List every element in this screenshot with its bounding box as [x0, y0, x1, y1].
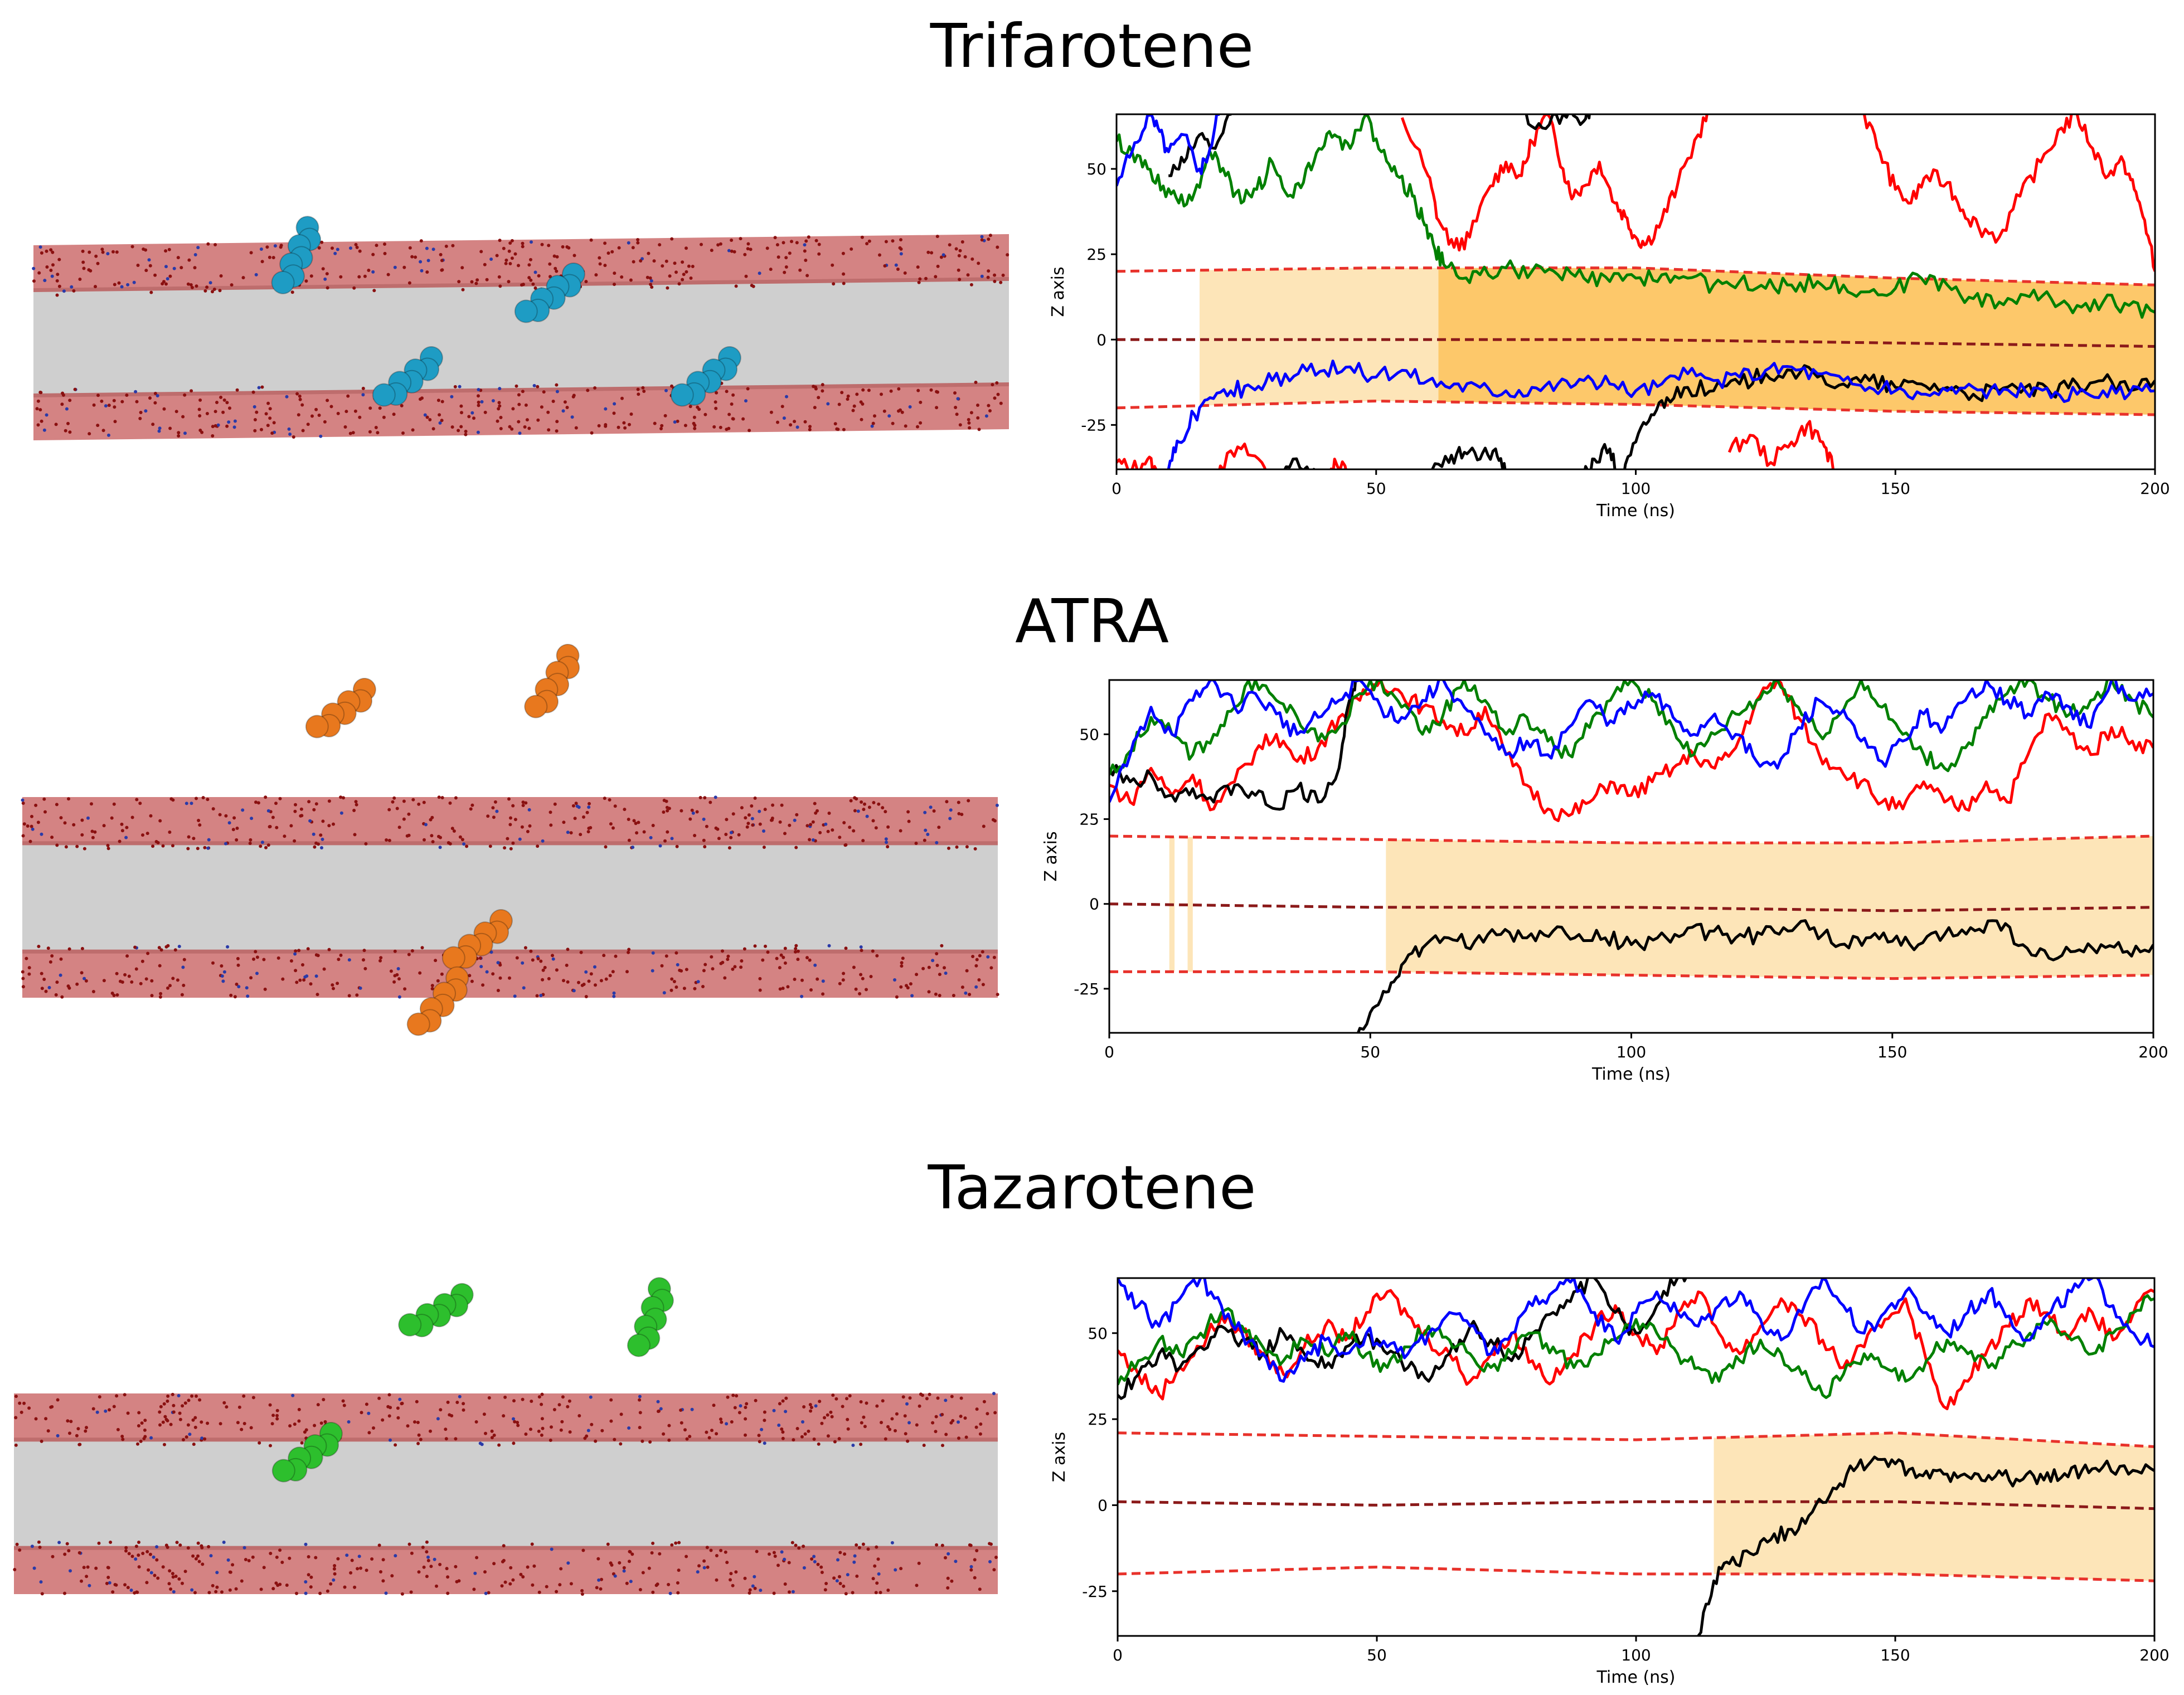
molecule-tazarotene — [271, 1422, 343, 1483]
boundary-upper — [1118, 1431, 2154, 1448]
shaded-region — [1714, 1433, 2154, 1581]
membrane-tazarotene — [13, 1277, 998, 1596]
membrane-atra — [21, 644, 999, 1036]
molecule-trifarotene — [271, 216, 322, 294]
upper-headgroup-layer — [14, 1393, 998, 1442]
shaded-region — [1438, 268, 2155, 415]
molecule-tazarotene — [398, 1283, 474, 1338]
x-axis-label: Time (ns) — [1591, 1065, 1671, 1084]
molecule-atra — [524, 644, 580, 718]
molecule-atra — [305, 678, 376, 739]
y-tick-label: -25 — [1081, 416, 1106, 434]
panel-title-atra: ATRA — [1015, 587, 1169, 657]
y-tick-label: 0 — [1098, 1496, 1108, 1514]
boundary-center — [1118, 1500, 2154, 1511]
x-axis-label: Time (ns) — [1596, 501, 1675, 521]
panel-title-trifarotene: Trifarotene — [930, 12, 1254, 81]
series-green — [1118, 1294, 2154, 1399]
x-tick-label: 150 — [1880, 1646, 1910, 1664]
series-red — [1109, 680, 2153, 822]
panel-title-tazarotene: Tazarotene — [928, 1153, 1256, 1223]
shaded-region — [1187, 837, 1193, 972]
boundary-lower — [1109, 970, 2153, 980]
y-tick-label: 0 — [1096, 331, 1106, 349]
plot-area — [1109, 680, 2153, 1033]
shaded-region — [1386, 836, 2153, 979]
lipid-core — [14, 1437, 998, 1550]
x-tick-label: 200 — [2140, 479, 2170, 498]
series-blue — [1118, 1278, 2154, 1383]
x-tick-label: 150 — [1881, 479, 1910, 498]
series-blue — [1109, 680, 2153, 803]
y-tick-label: 25 — [1088, 1410, 1108, 1429]
molecule-trifarotene — [372, 346, 443, 407]
y-tick-label: -25 — [1074, 980, 1099, 998]
series-blue — [1117, 114, 2155, 469]
lower-headgroup-layer — [33, 382, 1009, 440]
x-tick-label: 150 — [1877, 1043, 1907, 1061]
lower-headgroup-layer — [14, 1546, 998, 1594]
series-green — [1117, 114, 2155, 319]
boundary-center — [1117, 338, 2155, 348]
series-red — [1117, 114, 2155, 469]
chart-tazarotene: 0 50 100 150 200 -25 0 25 50 Time (ns) Z axis — [1050, 1277, 2170, 1687]
series-black — [1118, 1278, 2154, 1636]
x-tick-label: 50 — [1366, 479, 1386, 498]
x-tick-label: 50 — [1360, 1043, 1380, 1061]
lipid-core — [33, 277, 1009, 397]
y-tick-label: 0 — [1089, 895, 1099, 914]
series-green — [1109, 680, 2153, 776]
y-tick-label: 50 — [1086, 160, 1106, 178]
boundary-upper — [1109, 834, 2153, 844]
shaded-region — [1200, 268, 1439, 406]
membrane-trifarotene — [32, 216, 1010, 440]
y-tick-label: 25 — [1086, 245, 1106, 264]
molecule-tazarotene — [627, 1277, 674, 1357]
chart-atra: 0 50 100 150 200 -25 0 25 50 Time (ns) Z axis — [1041, 679, 2168, 1084]
y-tick-label: 50 — [1079, 725, 1099, 744]
boundary-lower — [1117, 399, 2155, 416]
y-tick-label: 50 — [1088, 1324, 1108, 1343]
series-black — [1168, 114, 2155, 469]
y-axis-label: Z axis — [1050, 1432, 1069, 1482]
x-tick-label: 100 — [1621, 1646, 1651, 1664]
x-tick-label: 100 — [1617, 1043, 1646, 1061]
molecule-atra — [406, 966, 469, 1036]
y-axis-label: Z axis — [1041, 831, 1061, 881]
upper-headgroup-layer — [22, 797, 998, 846]
boundary-center — [1109, 902, 2153, 912]
x-tick-label: 0 — [1112, 479, 1122, 498]
chart-trifarotene: 0 50 100 150 200 -25 0 25 50 Time (ns) Z axis — [1049, 113, 2170, 521]
x-axis-label: Time (ns) — [1596, 1668, 1675, 1687]
boundary-lower — [1118, 1565, 2154, 1582]
x-tick-label: 200 — [2139, 1646, 2169, 1664]
series-black — [1109, 680, 2153, 1033]
boundary-upper — [1117, 266, 2155, 286]
molecule-trifarotene — [670, 346, 741, 407]
lipid-core — [22, 841, 998, 954]
y-tick-label: -25 — [1082, 1582, 1108, 1601]
x-tick-label: 0 — [1113, 1646, 1123, 1664]
molecule-trifarotene — [514, 263, 585, 323]
y-tick-label: 25 — [1079, 810, 1099, 829]
x-tick-label: 50 — [1367, 1646, 1387, 1664]
x-tick-label: 100 — [1621, 479, 1651, 498]
plot-area — [1118, 1278, 2154, 1636]
x-tick-label: 0 — [1104, 1043, 1114, 1061]
molecule-atra — [441, 909, 513, 970]
x-tick-label: 200 — [2138, 1043, 2168, 1061]
plot-area — [1117, 114, 2155, 469]
lower-headgroup-layer — [22, 949, 998, 998]
y-axis-label: Z axis — [1049, 266, 1068, 317]
